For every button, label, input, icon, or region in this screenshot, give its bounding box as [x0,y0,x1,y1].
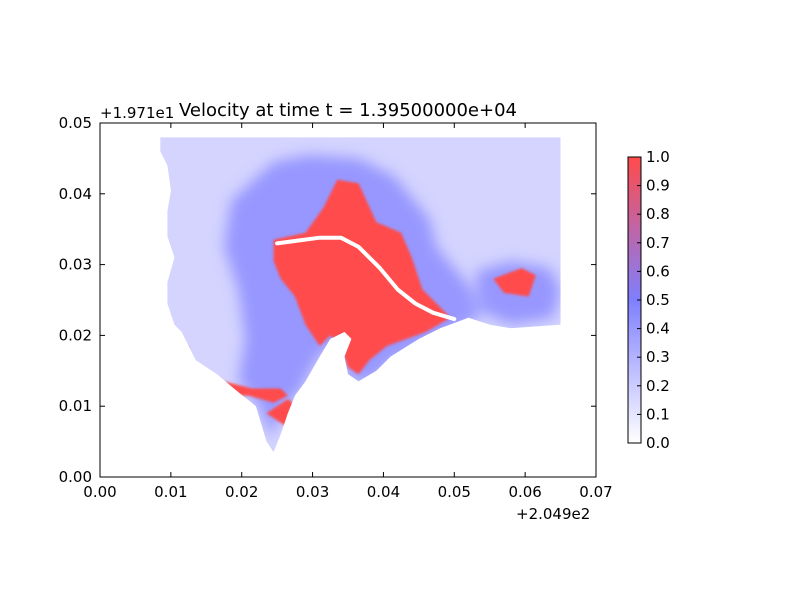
y-offset-label: +1.971e1 [100,104,174,122]
colorbar-tick-label: 0.1 [646,405,670,423]
colorbar-tick-label: 0.6 [646,262,670,280]
y-tick-label: 0.04 [59,185,92,203]
colorbar-tick-label: 0.9 [646,177,670,195]
x-tick-label: 0.05 [438,483,471,501]
colorbar-tick-label: 0.0 [646,434,670,452]
x-tick-label: 0.04 [367,483,400,501]
colorbar: 0.0 0.1 0.2 0.3 0.4 0.5 0.6 0.7 0.8 0.9 1.0 [627,148,670,452]
colorbar-tick-label: 0.3 [646,348,670,366]
colorbar-tick-label: 0.5 [646,291,670,309]
velocity-field [160,137,561,453]
x-tick-label: 0.06 [508,483,541,501]
high-velocity-region-4 [176,346,189,361]
colorbar-tick-label: 0.4 [646,320,670,338]
axes-frame [99,122,597,478]
colorbar-tick-label: 1.0 [646,148,670,166]
x-tick-label: 0.00 [83,483,116,501]
colorbar-tick-label: 0.8 [646,205,670,223]
x-tick-label: 0.01 [154,483,187,501]
x-axis: 0.00 0.01 0.02 0.03 0.04 0.05 0.06 0.07 [83,123,613,501]
chart-title: Velocity at time t = 1.39500000e+04 [179,100,517,121]
y-tick-label: 0.03 [59,256,92,274]
colorbar-tick-label: 0.2 [646,377,670,395]
high-velocity-region-3 [493,268,536,297]
colorbar-tick-label: 0.7 [646,234,670,252]
x-tick-label: 0.03 [296,483,329,501]
x-offset-label: +2.049e2 [516,505,590,523]
colorbar-ticks: 0.0 0.1 0.2 0.3 0.4 0.5 0.6 0.7 0.8 0.9 1.0 [637,148,670,452]
streak-line [275,235,457,322]
y-tick-label: 0.00 [59,468,92,486]
y-tick-label: 0.01 [59,397,92,415]
plot-area [160,137,561,453]
y-tick-label: 0.05 [59,114,92,132]
y-axis: 0.00 0.01 0.02 0.03 0.04 0.05 [59,114,596,486]
y-tick-label: 0.02 [59,326,92,344]
high-velocity-region-0 [273,179,451,375]
high-velocity-region-1 [224,381,288,403]
x-tick-label: 0.07 [579,483,612,501]
x-tick-label: 0.02 [225,483,258,501]
